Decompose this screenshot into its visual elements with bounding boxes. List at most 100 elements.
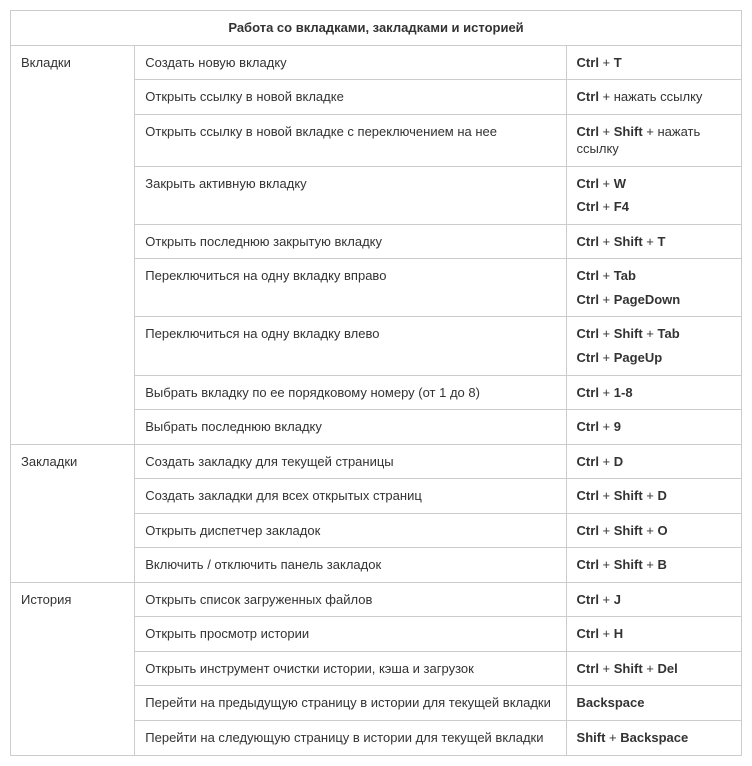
shortcut-separator: + bbox=[599, 661, 614, 676]
shortcut-line: Ctrl + F4 bbox=[577, 198, 731, 216]
action-cell: Открыть диспетчер закладок bbox=[135, 513, 566, 548]
shortcut-key: W bbox=[614, 176, 626, 191]
shortcut-line: Ctrl + H bbox=[577, 625, 731, 643]
action-cell: Перейти на предыдущую страницу в истории… bbox=[135, 686, 566, 721]
shortcut-key: Shift bbox=[614, 661, 643, 676]
shortcut-key: Shift bbox=[614, 326, 643, 341]
action-cell: Открыть список загруженных файлов bbox=[135, 582, 566, 617]
shortcut-line: Shift + Backspace bbox=[577, 729, 731, 747]
shortcut-key: Shift bbox=[577, 730, 606, 745]
shortcut-separator: + bbox=[599, 488, 614, 503]
action-cell: Открыть последнюю закрытую вкладку bbox=[135, 224, 566, 259]
shortcut-separator: + bbox=[599, 176, 614, 191]
shortcut-cell: Ctrl + H bbox=[566, 617, 741, 652]
shortcut-separator: + bbox=[599, 326, 614, 341]
action-cell: Перейти на следующую страницу в истории … bbox=[135, 721, 566, 756]
shortcut-key: Ctrl bbox=[577, 488, 599, 503]
table-row: ВкладкиСоздать новую вкладкуCtrl + T bbox=[11, 45, 742, 80]
shortcut-key: Ctrl bbox=[577, 385, 599, 400]
shortcut-line: Ctrl + PageUp bbox=[577, 349, 731, 367]
shortcut-line: Ctrl + W bbox=[577, 175, 731, 193]
shortcut-cell: Ctrl + Shift + нажать ссылку bbox=[566, 114, 741, 166]
shortcut-cell: Ctrl + 1-8 bbox=[566, 375, 741, 410]
shortcut-cell: Ctrl + D bbox=[566, 444, 741, 479]
shortcut-line: Ctrl + D bbox=[577, 453, 731, 471]
shortcut-key: Shift bbox=[614, 523, 643, 538]
shortcut-key: Ctrl bbox=[577, 454, 599, 469]
shortcut-separator: + bbox=[599, 626, 614, 641]
shortcut-key: Ctrl bbox=[577, 234, 599, 249]
shortcut-separator: + bbox=[599, 385, 614, 400]
shortcut-line: Ctrl + J bbox=[577, 591, 731, 609]
shortcut-line: Ctrl + Tab bbox=[577, 267, 731, 285]
shortcut-key: Ctrl bbox=[577, 523, 599, 538]
category-cell: Вкладки bbox=[11, 45, 135, 444]
shortcut-key: T bbox=[614, 55, 622, 70]
shortcut-separator: + bbox=[599, 592, 614, 607]
shortcut-line: Ctrl + Shift + B bbox=[577, 556, 731, 574]
shortcut-separator: + bbox=[599, 234, 614, 249]
shortcut-key: Ctrl bbox=[577, 89, 599, 104]
shortcut-key: Del bbox=[657, 661, 677, 676]
category-cell: История bbox=[11, 582, 135, 755]
action-cell: Открыть просмотр истории bbox=[135, 617, 566, 652]
action-cell: Открыть ссылку в новой вкладке bbox=[135, 80, 566, 115]
shortcut-cell: Ctrl + WCtrl + F4 bbox=[566, 166, 741, 224]
shortcut-key: Tab bbox=[657, 326, 679, 341]
shortcut-key: Ctrl bbox=[577, 350, 599, 365]
shortcut-key: O bbox=[657, 523, 667, 538]
shortcut-cell: Ctrl + Shift + T bbox=[566, 224, 741, 259]
shortcut-separator: + bbox=[599, 199, 614, 214]
shortcut-separator: + bbox=[599, 124, 614, 139]
shortcut-separator: + bbox=[599, 350, 614, 365]
action-cell: Переключиться на одну вкладку вправо bbox=[135, 259, 566, 317]
shortcut-line: Ctrl + Shift + нажать ссылку bbox=[577, 123, 731, 158]
shortcut-key: Shift bbox=[614, 124, 643, 139]
shortcut-line: Ctrl + Shift + Tab bbox=[577, 325, 731, 343]
shortcut-key: Ctrl bbox=[577, 661, 599, 676]
shortcut-line: Ctrl + Shift + T bbox=[577, 233, 731, 251]
shortcut-cell: Ctrl + 9 bbox=[566, 410, 741, 445]
shortcut-key: Ctrl bbox=[577, 292, 599, 307]
table-row: ЗакладкиСоздать закладку для текущей стр… bbox=[11, 444, 742, 479]
shortcut-cell: Ctrl + Shift + Tab Ctrl + PageUp bbox=[566, 317, 741, 375]
shortcut-separator: + bbox=[643, 234, 658, 249]
shortcut-key: Shift bbox=[614, 234, 643, 249]
table-header-row: Работа со вкладками, закладками и истори… bbox=[11, 11, 742, 46]
shortcut-key: B bbox=[657, 557, 666, 572]
table-title: Работа со вкладками, закладками и истори… bbox=[11, 11, 742, 46]
shortcut-key: PageDown bbox=[614, 292, 680, 307]
shortcut-separator: + bbox=[643, 488, 658, 503]
shortcut-key: Ctrl bbox=[577, 124, 599, 139]
shortcut-key: H bbox=[614, 626, 623, 641]
shortcut-separator: + bbox=[643, 523, 658, 538]
shortcut-key: Ctrl bbox=[577, 55, 599, 70]
action-cell: Открыть инструмент очистки истории, кэша… bbox=[135, 651, 566, 686]
shortcut-cell: Ctrl + нажать ссылку bbox=[566, 80, 741, 115]
shortcut-key: Ctrl bbox=[577, 176, 599, 191]
shortcut-key: Ctrl bbox=[577, 268, 599, 283]
shortcut-cell: Ctrl + J bbox=[566, 582, 741, 617]
category-cell: Закладки bbox=[11, 444, 135, 582]
shortcut-cell: Ctrl + Shift + O bbox=[566, 513, 741, 548]
shortcut-cell: Backspace bbox=[566, 686, 741, 721]
shortcut-key: 9 bbox=[614, 419, 621, 434]
shortcut-separator: + bbox=[599, 268, 614, 283]
shortcut-line: Ctrl + 9 bbox=[577, 418, 731, 436]
shortcut-separator: + bbox=[599, 55, 614, 70]
shortcut-separator: + bbox=[643, 557, 658, 572]
table-body: ВкладкиСоздать новую вкладкуCtrl + TОткр… bbox=[11, 45, 742, 755]
action-cell: Создать закладки для всех открытых стран… bbox=[135, 479, 566, 514]
shortcut-separator: + bbox=[599, 419, 614, 434]
shortcut-line: Ctrl + Shift + Del bbox=[577, 660, 731, 678]
shortcut-separator: + bbox=[643, 661, 658, 676]
shortcut-cell: Shift + Backspace bbox=[566, 721, 741, 756]
action-cell: Включить / отключить панель закладок bbox=[135, 548, 566, 583]
action-cell: Закрыть активную вкладку bbox=[135, 166, 566, 224]
shortcut-separator: + bbox=[605, 730, 620, 745]
shortcut-separator: + bbox=[643, 326, 658, 341]
shortcut-line: Backspace bbox=[577, 694, 731, 712]
shortcut-cell: Ctrl + Shift + B bbox=[566, 548, 741, 583]
shortcut-key: F4 bbox=[614, 199, 629, 214]
shortcut-separator: + нажать ссылку bbox=[599, 89, 702, 104]
